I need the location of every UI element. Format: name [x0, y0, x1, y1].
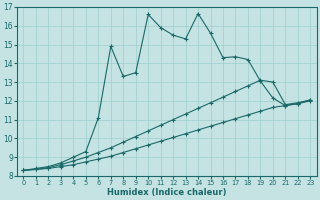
X-axis label: Humidex (Indice chaleur): Humidex (Indice chaleur)	[107, 188, 227, 197]
